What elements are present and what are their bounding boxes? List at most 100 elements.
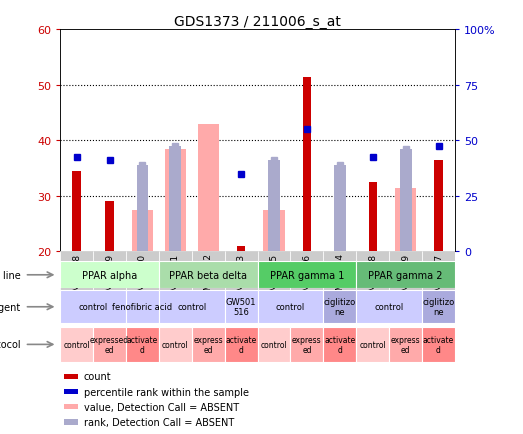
Text: agent: agent <box>0 302 20 312</box>
Bar <box>192 327 225 362</box>
Bar <box>126 252 159 308</box>
Text: express
ed: express ed <box>391 335 420 354</box>
Text: GSM52177: GSM52177 <box>434 253 443 302</box>
Text: GSM52173: GSM52173 <box>236 253 246 302</box>
Text: GSM52174: GSM52174 <box>335 253 344 302</box>
Bar <box>225 252 257 308</box>
Text: GSM52175: GSM52175 <box>269 253 279 302</box>
Text: GSM52170: GSM52170 <box>138 253 147 302</box>
Text: GW501
516: GW501 516 <box>226 298 256 316</box>
Bar <box>159 327 192 362</box>
Text: value, Detection Call = ABSENT: value, Detection Call = ABSENT <box>84 402 239 412</box>
Bar <box>257 262 356 289</box>
Text: ciglitizo
ne: ciglitizo ne <box>423 298 454 316</box>
Bar <box>356 262 455 289</box>
Text: PPAR gamma 1: PPAR gamma 1 <box>270 270 344 280</box>
Bar <box>323 327 356 362</box>
Bar <box>257 327 290 362</box>
Title: GDS1373 / 211006_s_at: GDS1373 / 211006_s_at <box>174 15 341 30</box>
Text: control: control <box>374 302 404 312</box>
Bar <box>356 291 422 323</box>
Text: express
ed: express ed <box>292 335 322 354</box>
Bar <box>192 252 225 308</box>
Text: control: control <box>359 340 386 349</box>
Bar <box>290 252 323 308</box>
Bar <box>264 210 285 252</box>
Bar <box>435 161 442 252</box>
Bar <box>356 252 389 308</box>
Bar <box>323 291 356 323</box>
Text: ciglitizo
ne: ciglitizo ne <box>324 298 356 316</box>
Bar <box>422 327 455 362</box>
Text: expressed
ed: expressed ed <box>90 335 129 354</box>
Bar <box>257 291 323 323</box>
Bar <box>369 183 377 252</box>
Text: GSM52168: GSM52168 <box>72 253 81 302</box>
Bar <box>257 252 290 308</box>
Text: PPAR beta delta: PPAR beta delta <box>169 270 247 280</box>
Text: express
ed: express ed <box>194 335 223 354</box>
Text: activate
d: activate d <box>324 335 356 354</box>
Bar <box>395 188 416 252</box>
Bar <box>93 252 126 308</box>
Bar <box>132 210 153 252</box>
Bar <box>198 125 219 252</box>
Bar <box>225 327 257 362</box>
Bar <box>60 252 93 308</box>
Bar <box>290 327 323 362</box>
Text: control: control <box>276 302 305 312</box>
Bar <box>106 202 113 252</box>
Text: control: control <box>177 302 207 312</box>
Bar <box>60 262 159 289</box>
Bar <box>73 171 81 252</box>
Bar <box>422 291 455 323</box>
Bar <box>64 419 78 425</box>
Bar <box>422 252 455 308</box>
Text: control: control <box>260 340 288 349</box>
Bar <box>225 291 257 323</box>
Text: PPAR gamma 2: PPAR gamma 2 <box>368 270 443 280</box>
Bar <box>165 149 186 252</box>
Text: GSM52178: GSM52178 <box>368 253 377 302</box>
Text: rank, Detection Call = ABSENT: rank, Detection Call = ABSENT <box>84 417 234 427</box>
Bar <box>137 166 149 252</box>
Bar <box>64 404 78 410</box>
Text: GSM52172: GSM52172 <box>204 253 213 302</box>
Bar <box>64 389 78 395</box>
Bar <box>237 246 245 252</box>
Text: activate
d: activate d <box>225 335 257 354</box>
Text: GSM52171: GSM52171 <box>171 253 180 302</box>
Bar <box>303 77 311 252</box>
Bar <box>389 327 422 362</box>
Bar <box>64 374 78 379</box>
Bar <box>169 147 181 252</box>
Text: percentile rank within the sample: percentile rank within the sample <box>84 387 249 397</box>
Bar <box>389 252 422 308</box>
Bar <box>356 327 389 362</box>
Text: GSM52179: GSM52179 <box>401 253 410 302</box>
Bar <box>159 252 192 308</box>
Bar <box>60 327 93 362</box>
Bar <box>159 262 257 289</box>
Bar <box>334 166 346 252</box>
Text: activate
d: activate d <box>127 335 158 354</box>
Text: protocol: protocol <box>0 340 20 349</box>
Bar <box>60 291 126 323</box>
Bar <box>400 149 412 252</box>
Text: count: count <box>84 372 111 381</box>
Text: control: control <box>162 340 189 349</box>
Text: fenofibric acid: fenofibric acid <box>112 302 173 312</box>
Text: PPAR alpha: PPAR alpha <box>82 270 137 280</box>
Bar <box>323 252 356 308</box>
Text: GSM52169: GSM52169 <box>105 253 114 302</box>
Text: cell line: cell line <box>0 270 20 280</box>
Text: control: control <box>63 340 90 349</box>
Text: GSM52176: GSM52176 <box>302 253 311 302</box>
Bar <box>159 291 225 323</box>
Bar <box>93 327 126 362</box>
Bar <box>126 291 159 323</box>
Bar <box>268 161 280 252</box>
Text: activate
d: activate d <box>423 335 454 354</box>
Text: control: control <box>78 302 108 312</box>
Bar <box>126 327 159 362</box>
